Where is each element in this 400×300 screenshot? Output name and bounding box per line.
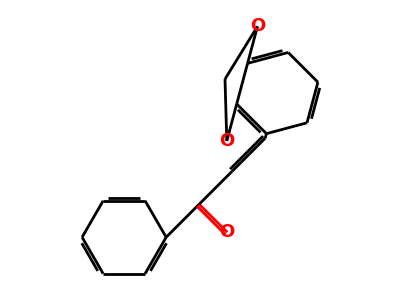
Text: O: O (220, 223, 235, 241)
Text: O: O (219, 132, 234, 150)
Text: O: O (250, 17, 265, 35)
